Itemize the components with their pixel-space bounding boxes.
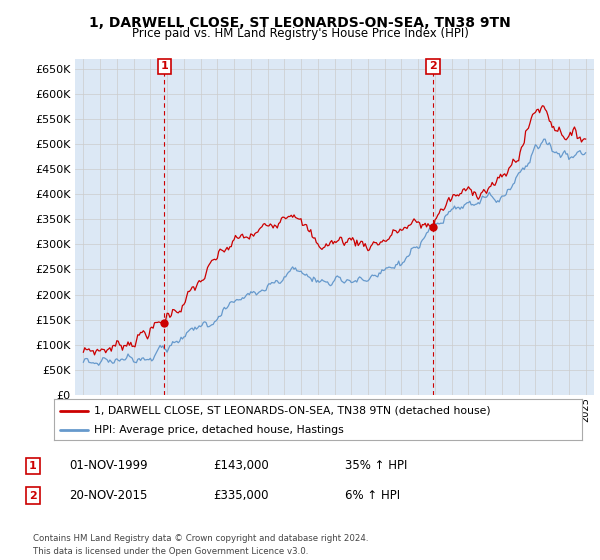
Text: HPI: Average price, detached house, Hastings: HPI: Average price, detached house, Hast… — [94, 424, 343, 435]
Text: 1: 1 — [29, 461, 37, 471]
Text: Contains HM Land Registry data © Crown copyright and database right 2024.
This d: Contains HM Land Registry data © Crown c… — [33, 534, 368, 556]
Text: Price paid vs. HM Land Registry's House Price Index (HPI): Price paid vs. HM Land Registry's House … — [131, 27, 469, 40]
Text: 35% ↑ HPI: 35% ↑ HPI — [345, 459, 407, 473]
Text: 20-NOV-2015: 20-NOV-2015 — [69, 489, 148, 502]
Text: 01-NOV-1999: 01-NOV-1999 — [69, 459, 148, 473]
Text: 2: 2 — [429, 62, 437, 71]
Text: 1, DARWELL CLOSE, ST LEONARDS-ON-SEA, TN38 9TN: 1, DARWELL CLOSE, ST LEONARDS-ON-SEA, TN… — [89, 16, 511, 30]
Text: 1: 1 — [160, 62, 168, 71]
Text: £143,000: £143,000 — [213, 459, 269, 473]
Text: 2: 2 — [29, 491, 37, 501]
Text: 1, DARWELL CLOSE, ST LEONARDS-ON-SEA, TN38 9TN (detached house): 1, DARWELL CLOSE, ST LEONARDS-ON-SEA, TN… — [94, 405, 490, 416]
Text: 6% ↑ HPI: 6% ↑ HPI — [345, 489, 400, 502]
Text: £335,000: £335,000 — [213, 489, 269, 502]
